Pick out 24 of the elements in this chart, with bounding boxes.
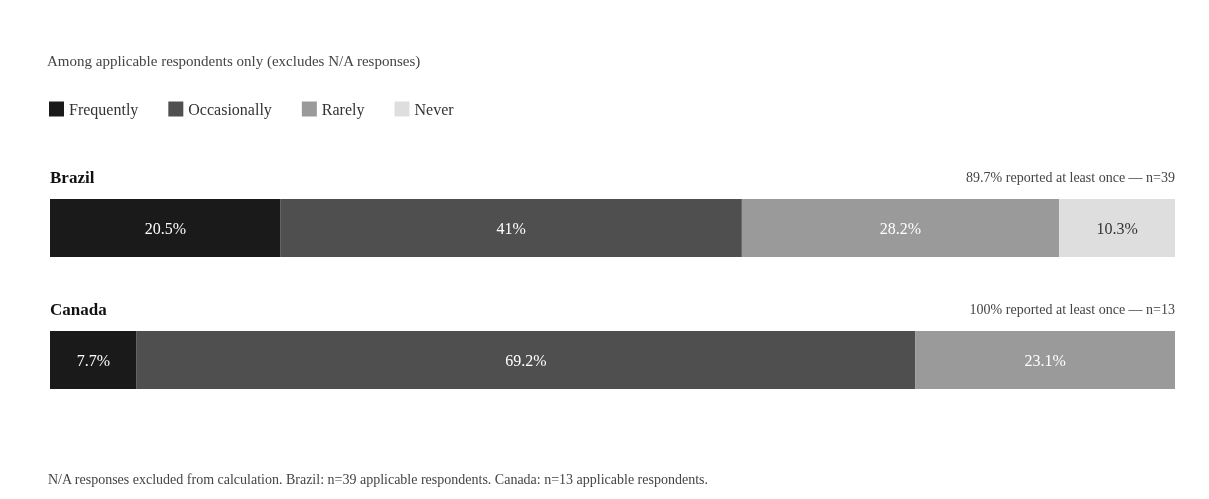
- bar: [50, 199, 281, 257]
- data-label: 23.1%: [1024, 351, 1066, 369]
- bar: [741, 199, 1060, 257]
- legend-label: Never: [414, 100, 455, 118]
- bar: [50, 331, 137, 389]
- data-label: 10.3%: [1096, 219, 1138, 237]
- data-label: 7.7%: [76, 351, 110, 369]
- data-label: 28.2%: [879, 219, 922, 237]
- data-label: 20.5%: [144, 219, 186, 237]
- bar: [136, 331, 916, 389]
- legend-label: Occasionally: [188, 100, 272, 119]
- annotation: 89.7% reported at least once — n=39: [966, 169, 1175, 185]
- legend-label: Frequently: [69, 100, 139, 119]
- text: N/A responses excluded from calculation. Brazil: n=39 applicable respondents. Canada: n=13 applicable respondents.: [48, 471, 708, 487]
- y-tick-label: Brazil: [50, 168, 95, 187]
- y-tick-label: Canada: [50, 300, 108, 319]
- chart-title: Among applicable respondents only (excludes N/A responses): [47, 52, 421, 70]
- data-label: 69.2%: [505, 351, 547, 369]
- bar: [280, 199, 742, 257]
- data-label: 41%: [496, 219, 526, 237]
- bar: [915, 331, 1175, 389]
- bar: [1059, 199, 1175, 257]
- legend-label: Rarely: [321, 100, 365, 119]
- annotation: 100% reported at least once — n=13: [969, 301, 1175, 317]
